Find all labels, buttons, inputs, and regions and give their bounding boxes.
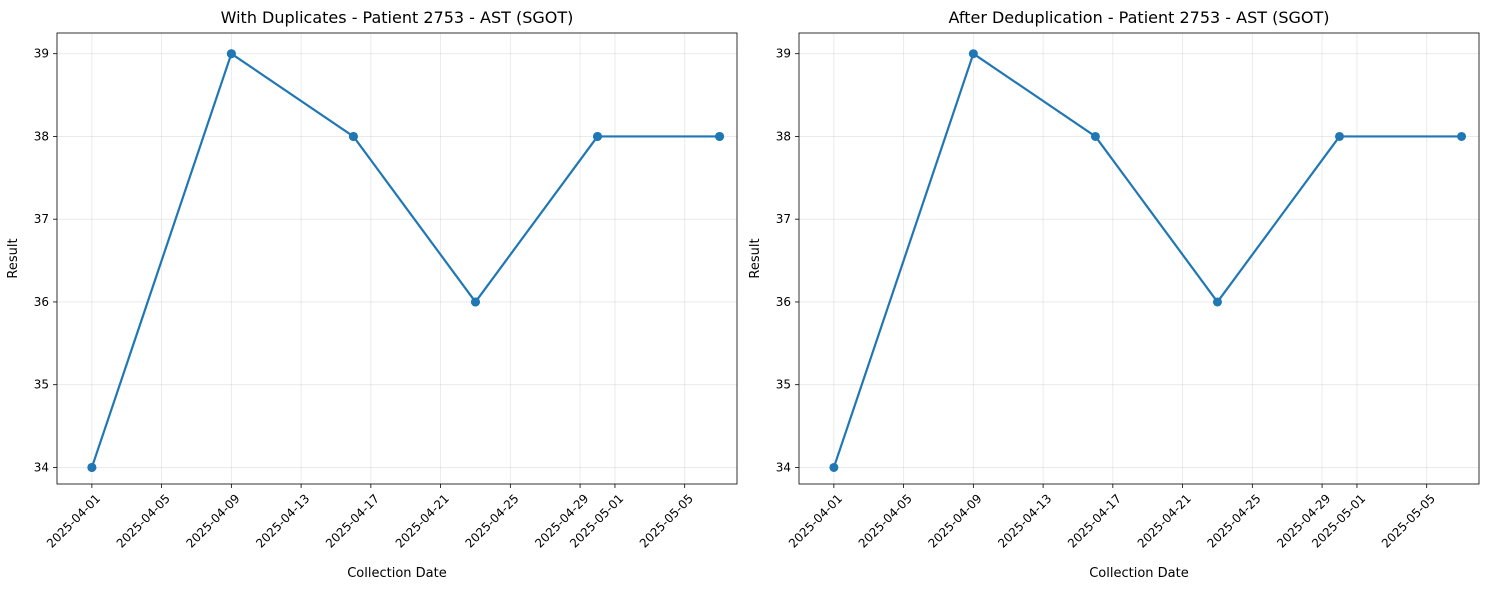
chart-with-duplicates: With Duplicates - Patient 2753 - AST (SG… xyxy=(6,8,738,581)
data-point xyxy=(470,297,480,307)
data-point xyxy=(829,462,839,472)
x-axis-label: Collection Date xyxy=(347,566,447,581)
y-tick-label: 34 xyxy=(34,460,49,474)
x-tick-label: 2025-04-05 xyxy=(856,491,915,550)
x-tick-label: 2025-04-17 xyxy=(1065,491,1124,550)
x-tick-label: 2025-04-25 xyxy=(1204,491,1263,550)
y-tick-label: 39 xyxy=(34,47,49,61)
series-line xyxy=(832,52,1462,468)
x-tick-label: 2025-04-09 xyxy=(183,491,242,550)
data-point xyxy=(715,131,725,141)
y-tick-label: 36 xyxy=(34,295,49,309)
data-point xyxy=(1090,131,1100,141)
y-tick-label: 38 xyxy=(34,129,49,143)
x-tick-label: 2025-04-25 xyxy=(462,491,521,550)
data-point xyxy=(226,49,236,59)
x-tick-label: 2025-04-09 xyxy=(925,491,984,550)
x-tick-label: 2025-04-05 xyxy=(114,491,173,550)
y-tick-label: 35 xyxy=(776,378,791,392)
x-tick-label: 2025-04-13 xyxy=(253,491,312,550)
y-tick-label: 35 xyxy=(34,378,49,392)
x-tick-label: 2025-05-05 xyxy=(1379,491,1438,550)
grid xyxy=(799,33,1479,484)
grid xyxy=(57,33,737,484)
plot-frame xyxy=(56,32,738,485)
y-axis-label: Result xyxy=(748,238,763,278)
x-tick-label: 2025-04-01 xyxy=(786,491,845,550)
y-tick-label: 38 xyxy=(776,129,791,143)
y-tick-label: 39 xyxy=(776,47,791,61)
chart-title: With Duplicates - Patient 2753 - AST (SG… xyxy=(221,8,574,27)
series-line xyxy=(90,52,720,468)
plot-frame xyxy=(798,32,1480,485)
x-tick-label: 2025-05-05 xyxy=(637,491,696,550)
x-tick-label: 2025-04-21 xyxy=(1135,491,1194,550)
data-point xyxy=(1212,297,1222,307)
data-point xyxy=(348,131,358,141)
chart-after-deduplication: After Deduplication - Patient 2753 - AST… xyxy=(748,8,1480,581)
x-axis-label: Collection Date xyxy=(1089,566,1189,581)
axes: 2025-04-01 2025-04-05 2025-04-09 2025-04-13… xyxy=(776,47,1438,551)
y-axis-label: Result xyxy=(6,238,21,278)
x-tick-label: 2025-04-13 xyxy=(995,491,1054,550)
y-tick-label: 34 xyxy=(776,460,791,474)
y-tick-label: 37 xyxy=(776,212,791,226)
data-point xyxy=(593,131,603,141)
x-tick-label: 2025-04-17 xyxy=(323,491,382,550)
axes: 2025-04-01 2025-04-05 2025-04-09 2025-04-13… xyxy=(34,47,696,551)
y-tick-label: 36 xyxy=(776,295,791,309)
data-point xyxy=(87,462,97,472)
x-tick-label: 2025-04-21 xyxy=(393,491,452,550)
chart-title: After Deduplication - Patient 2753 - AST… xyxy=(948,8,1329,27)
data-point xyxy=(968,49,978,59)
y-tick-label: 37 xyxy=(34,212,49,226)
data-point xyxy=(1335,131,1345,141)
data-point xyxy=(1457,131,1467,141)
x-tick-label: 2025-04-01 xyxy=(44,491,103,550)
